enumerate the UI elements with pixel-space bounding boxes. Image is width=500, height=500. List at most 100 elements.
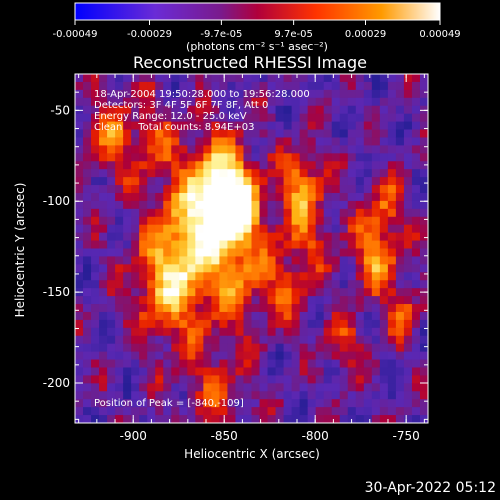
heatmap-cell: [131, 129, 140, 139]
heatmap-cell: [107, 74, 116, 83]
heatmap-cell: [235, 383, 245, 392]
heatmap-cell: [363, 343, 373, 353]
heatmap-cell: [387, 200, 397, 210]
heatmap-cell: [251, 272, 261, 281]
heatmap-cell: [283, 383, 293, 392]
heatmap-cell: [355, 319, 365, 329]
heatmap-cell: [291, 280, 301, 289]
heatmap-cell: [107, 343, 116, 353]
heatmap-cell: [83, 407, 92, 416]
heatmap-cell: [331, 296, 341, 305]
heatmap-cell: [323, 304, 333, 313]
heatmap-cell: [131, 415, 140, 423]
heatmap-cell: [419, 327, 428, 337]
heatmap-cell: [219, 383, 229, 392]
heatmap-cell: [323, 359, 333, 369]
heatmap-cell: [371, 319, 381, 329]
heatmap-cell: [219, 359, 229, 369]
heatmap-cell: [363, 304, 373, 313]
heatmap-cell: [251, 256, 261, 265]
heatmap-cell: [275, 391, 285, 400]
heatmap-cell: [147, 311, 156, 321]
heatmap-cell: [91, 208, 100, 218]
heatmap-cell: [123, 89, 132, 99]
heatmap-cell: [291, 367, 301, 377]
heatmap-cell: [163, 407, 172, 416]
heatmap-cell: [179, 264, 188, 273]
heatmap-cell: [339, 391, 349, 400]
heatmap-cell: [419, 399, 428, 408]
heatmap-cell: [131, 391, 140, 400]
heatmap-cell: [259, 105, 269, 115]
heatmap-cell: [347, 200, 357, 210]
heatmap-cell: [187, 256, 196, 265]
heatmap-cell: [75, 240, 84, 250]
heatmap-cell: [91, 105, 100, 115]
heatmap-cell: [307, 335, 317, 345]
heatmap-cell: [251, 415, 261, 423]
heatmap-cell: [315, 399, 325, 408]
heatmap-cell: [203, 367, 212, 377]
heatmap-cell: [203, 192, 212, 202]
heatmap-cell: [331, 113, 341, 123]
heatmap-cell: [235, 97, 245, 107]
heatmap-cell: [235, 304, 245, 313]
heatmap-cell: [211, 145, 221, 154]
heatmap-cell: [123, 145, 132, 154]
heatmap-cell: [267, 280, 277, 289]
heatmap-cell: [267, 335, 277, 345]
heatmap-cell: [419, 272, 428, 281]
heatmap-cell: [331, 280, 341, 289]
heatmap-cell: [403, 161, 413, 170]
heatmap-cell: [115, 327, 124, 337]
heatmap-cell: [315, 113, 325, 123]
heatmap-cell: [147, 74, 156, 83]
heatmap-cell: [203, 81, 212, 91]
heatmap-cell: [195, 288, 204, 297]
heatmap-cell: [99, 169, 108, 178]
heatmap-cell: [171, 327, 180, 337]
heatmap-cell: [379, 177, 389, 186]
heatmap-cell: [339, 81, 349, 91]
heatmap-cell: [187, 335, 196, 345]
heatmap-cell: [291, 304, 301, 313]
heatmap-cell: [283, 97, 293, 107]
heatmap-cell: [99, 113, 108, 123]
heatmap-cell: [155, 177, 164, 186]
heatmap-cell: [331, 248, 341, 258]
heatmap-cell: [163, 105, 172, 115]
heatmap-cell: [363, 224, 373, 234]
heatmap-cell: [131, 383, 140, 392]
heatmap-cell: [347, 367, 357, 377]
heatmap-cell: [347, 311, 357, 321]
heatmap-cell: [379, 113, 389, 123]
heatmap-cell: [299, 145, 309, 154]
heatmap-cell: [275, 208, 285, 218]
heatmap-cell: [395, 407, 405, 416]
heatmap-cell: [91, 256, 100, 265]
heatmap-cell: [179, 81, 188, 91]
heatmap-cell: [235, 137, 245, 146]
heatmap-cell: [419, 248, 428, 258]
heatmap-cell: [187, 311, 196, 321]
heatmap-cell: [395, 208, 405, 218]
heatmap-cell: [131, 145, 140, 154]
heatmap-cell: [131, 375, 140, 384]
heatmap-cell: [99, 375, 108, 384]
heatmap-cell: [147, 383, 156, 392]
heatmap-cell: [307, 89, 317, 99]
heatmap-cell: [179, 89, 188, 99]
heatmap-cell: [387, 74, 397, 83]
heatmap-cell: [235, 391, 245, 400]
heatmap-cell: [99, 351, 108, 361]
heatmap-cell: [115, 399, 124, 408]
heatmap-cell: [275, 311, 285, 321]
heatmap-cell: [363, 256, 373, 265]
heatmap-cell: [283, 296, 293, 305]
heatmap-cell: [291, 177, 301, 186]
heatmap-cell: [251, 216, 261, 226]
heatmap-cell: [291, 311, 301, 321]
heatmap-cell: [251, 185, 261, 194]
heatmap-cell: [83, 169, 92, 178]
heatmap-cell: [363, 375, 373, 384]
